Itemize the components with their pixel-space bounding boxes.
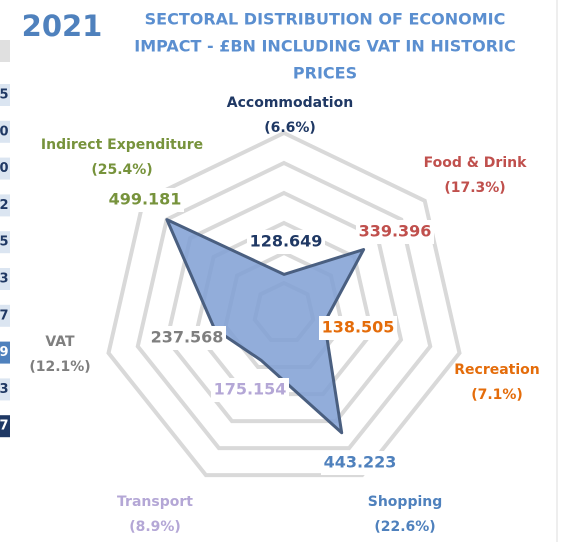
edge-cell <box>0 194 10 217</box>
category-label: Shopping <box>368 494 443 510</box>
edge-fragment: 9 <box>0 345 9 360</box>
edge-cell <box>0 304 10 327</box>
value-label-box <box>106 188 184 212</box>
edge-fragment: 7 <box>0 419 9 434</box>
value-label: 138.505 <box>322 318 395 337</box>
chart-title: PRICES <box>293 64 357 83</box>
share-label: (12.1%) <box>29 359 90 375</box>
value-label-box <box>211 378 289 402</box>
value-label-box <box>247 230 325 254</box>
edge-fragment: 3 <box>0 382 9 397</box>
value-label-box <box>319 316 397 340</box>
value-label: 443.223 <box>324 453 397 472</box>
category-label: VAT <box>45 334 75 350</box>
value-label-box <box>321 451 399 475</box>
edge-cell <box>0 157 10 180</box>
edge-cell <box>0 415 10 438</box>
chart-title: IMPACT - £BN INCLUDING VAT IN HISTORIC <box>134 37 516 56</box>
edge-cell <box>0 268 10 290</box>
category-label: Food & Drink <box>424 155 528 171</box>
share-label: (7.1%) <box>471 387 523 403</box>
share-label: (17.3%) <box>444 180 505 196</box>
value-label-box <box>148 326 226 350</box>
category-label: Transport <box>117 494 193 510</box>
edge-fragment: 7 <box>0 308 9 323</box>
edge-cell <box>0 40 10 62</box>
value-label: 175.154 <box>214 380 287 399</box>
category-label: Recreation <box>454 362 540 378</box>
edge-fragment: 0 <box>0 161 9 176</box>
chart-title: SECTORAL DISTRIBUTION OF ECONOMIC <box>145 10 506 29</box>
edge-cell <box>0 84 10 106</box>
edge-fragment: 3 <box>0 272 9 287</box>
edge-cell <box>0 231 10 254</box>
edge-cell <box>0 378 10 401</box>
share-label: (25.4%) <box>91 162 152 178</box>
edge-fragment: 2 <box>0 198 9 213</box>
edge-fragment: 0 <box>0 124 9 139</box>
edge-fragment: 5 <box>0 235 9 250</box>
value-label-box <box>356 220 434 244</box>
year: 2021 <box>22 9 103 43</box>
value-label: 237.568 <box>151 328 224 347</box>
edge-fragment: 5 <box>0 88 9 103</box>
value-label: 339.396 <box>359 222 432 241</box>
radar-area <box>165 218 366 435</box>
value-label: 499.181 <box>109 190 182 209</box>
share-label: (8.9%) <box>129 519 181 535</box>
category-label: Indirect Expenditure <box>41 137 203 153</box>
share-label: (22.6%) <box>374 519 435 535</box>
share-label: (6.6%) <box>264 120 316 136</box>
category-label: Accommodation <box>227 95 353 111</box>
value-label: 128.649 <box>250 232 323 251</box>
edge-cell <box>0 120 10 143</box>
edge-cell <box>0 341 10 364</box>
